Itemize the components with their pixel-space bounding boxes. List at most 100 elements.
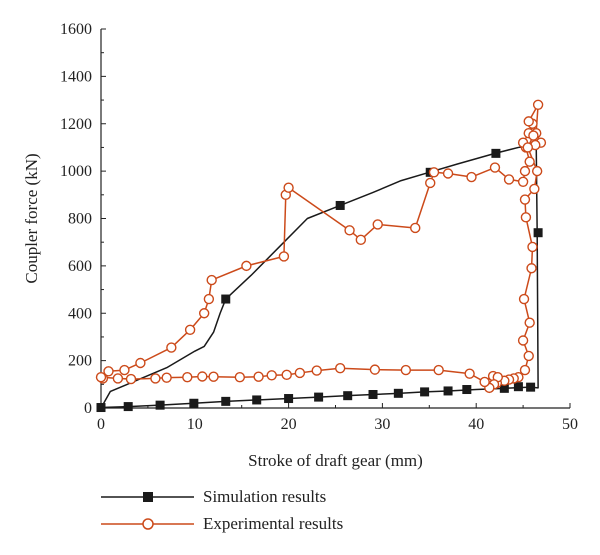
experimental-point [278,251,290,262]
experimental-point [520,212,532,223]
experimental-point [95,372,107,383]
experimental-point [161,372,172,383]
simulation-point [526,382,536,392]
simulation-point [221,396,231,406]
x-tick-label: 0 [97,416,105,433]
y-tick-label: 200 [68,353,92,370]
experimental-point [526,263,537,274]
legend-label-experimental: Experimental results [203,514,343,533]
simulation-point [335,200,345,210]
simulation-point [533,228,543,238]
experimental-point [112,373,124,384]
simulation-point [393,388,403,398]
experimental-point [266,370,277,381]
experimental-point [334,363,346,374]
experimental-point [519,194,531,205]
experimental-point [253,371,264,382]
experimental-point [523,350,534,362]
experimental-point [182,372,193,383]
experimental-point [125,373,137,385]
experimental-point [135,357,146,369]
experimental-point [532,99,544,111]
experimental-point [531,165,543,177]
experimental-point [517,176,529,187]
experimental-point [519,364,531,376]
experimental-point [410,222,421,234]
simulation-point [96,403,106,413]
simulation-point [462,385,472,395]
y-tick-label: 0 [84,400,92,417]
y-tick-label: 1600 [60,21,92,38]
simulation-point [284,394,294,404]
experimental-point [283,182,294,193]
legend-entry-simulation: Simulation results [101,487,326,506]
experimental-point [294,367,306,379]
y-tick-label: 600 [68,258,92,275]
experimental-point [489,162,501,173]
simulation-point [499,383,509,393]
series-experimental [95,99,547,394]
experimental-point [428,167,440,178]
x-tick-label: 40 [468,416,484,433]
experimental-point [433,364,444,376]
experimental-point [234,372,246,383]
experimental-point [355,234,367,246]
y-tick-label: 1400 [60,68,92,85]
experimental-point [208,371,219,382]
x-tick-label: 20 [281,416,297,433]
experimental-point [519,165,531,177]
experimental-point [369,364,381,375]
experimental-point [184,324,196,336]
simulation-point [189,398,199,408]
ticks: 0 10 20 30 40 50 0 200 400 600 800 1000 1200 1400 1600 [60,21,578,433]
experimental-point [529,183,540,195]
experimental-point [503,174,515,185]
y-tick-label: 400 [68,305,92,322]
simulation-point [314,392,324,402]
experimental-point [241,260,252,272]
experimental-point [523,116,534,127]
experimental-point [198,308,210,319]
experimental-point [344,225,355,236]
experimental-point [479,376,490,388]
y-axis-title: Coupler force (kN) [22,153,41,283]
experimental-point [400,364,412,376]
x-axis-title: Stroke of draft gear (mm) [248,451,423,470]
simulation-point [123,402,133,412]
x-tick-label: 30 [374,416,390,433]
simulation-point [221,294,231,304]
experimental-point [150,373,161,384]
simulation-point [513,382,523,392]
y-tick-label: 1000 [60,163,92,180]
experimental-point [518,293,530,305]
experimental-point [524,317,535,328]
experimental-point [103,366,114,377]
simulation-point [252,395,262,405]
legend: Simulation results Experimental results [101,487,343,533]
experimental-point [372,219,383,230]
experimental-point [311,365,322,376]
experimental-point [522,142,533,153]
legend-entry-experimental: Experimental results [101,514,343,533]
series-layer [95,99,547,413]
simulation-point [491,148,501,158]
y-tick-label: 800 [68,211,92,228]
experimental-point [524,156,535,167]
simulation-point [368,389,378,399]
y-tick-label: 1200 [60,116,92,133]
simulation-point [155,400,165,410]
experimental-point [203,293,215,305]
experimental-point [527,241,538,253]
simulation-point [443,386,453,396]
simulation-point [420,387,430,397]
experimental-point [464,368,475,379]
experimental-point [119,364,130,376]
experimental-point [281,369,292,381]
experimental-point [517,335,529,346]
simulation-point [343,391,353,401]
experimental-point [528,130,539,141]
experimental-point [442,168,454,179]
experimental-point [466,171,477,183]
experimental-point [166,342,177,353]
